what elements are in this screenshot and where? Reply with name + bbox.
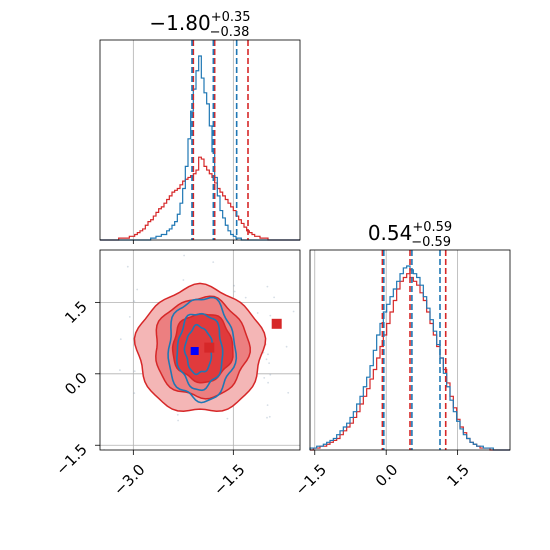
title-param1: −1.80+0.35 −0.38 [149, 10, 250, 40]
sample-point [119, 369, 121, 371]
sample-point [273, 296, 275, 299]
hist-param1-blue [100, 55, 300, 241]
sample-point [128, 316, 131, 318]
sample-point [126, 265, 129, 268]
x2-tick-label: 0.0 [372, 461, 402, 491]
sample-point [136, 288, 139, 291]
joint-frame [99, 249, 301, 451]
sample-point [263, 377, 266, 379]
sample-point [244, 296, 247, 299]
sample-point [176, 413, 179, 416]
x2-tick-label: 1.5 [443, 461, 473, 491]
title-lower: −0.38 [210, 25, 250, 40]
sample-point [292, 310, 295, 313]
title-median: −1.80 [149, 11, 210, 35]
sample-point [268, 362, 270, 364]
sample-point [177, 419, 180, 422]
sample-point [266, 285, 269, 288]
sample-point [119, 338, 122, 341]
sample-point [345, 338, 347, 340]
hist-param2-panel: 0.54+0.59 −0.59 [309, 220, 511, 451]
sample-point [266, 416, 268, 419]
hist-param2-blue [309, 265, 510, 451]
joint-panel [99, 249, 347, 451]
sample-point [265, 358, 268, 361]
marker-red [271, 318, 282, 329]
sample-point [133, 370, 136, 373]
sample-point [183, 254, 186, 257]
sample-point [233, 290, 236, 293]
contour-blue [167, 296, 238, 404]
marker-red [204, 342, 215, 353]
sample-point [256, 312, 259, 314]
x2-tick-label: −1.5 [292, 461, 330, 499]
sample-point [133, 392, 136, 394]
title-upper: +0.59 [412, 220, 452, 235]
sample-point [269, 314, 272, 317]
sample-point [267, 353, 269, 356]
hist-param1-red [100, 156, 300, 241]
sample-point [287, 391, 290, 394]
contour-blue [183, 323, 213, 376]
y-tick-label: −1.5 [52, 440, 90, 478]
sample-point [233, 284, 236, 287]
hist-param2-frame [309, 249, 511, 451]
title-upper: +0.35 [211, 10, 251, 25]
title-lower: −0.59 [411, 235, 451, 250]
x-tick-label: −1.5 [210, 461, 248, 499]
x-tick-label: −3.0 [110, 461, 148, 499]
sample-point [285, 345, 288, 348]
sample-point [269, 373, 272, 376]
sample-point [267, 381, 269, 384]
sample-point [212, 261, 215, 263]
title-median: 0.54 [368, 221, 413, 245]
sample-point [268, 415, 271, 418]
y-tick-label: 0.0 [61, 369, 91, 399]
marker-blue [190, 347, 199, 355]
y-tick-label: 1.5 [61, 297, 91, 327]
sample-point [226, 417, 229, 420]
title-param2: 0.54+0.59 −0.59 [368, 220, 452, 250]
hist-param1-frame [99, 39, 301, 241]
sample-point [182, 279, 185, 281]
hist-param1-panel: −1.80+0.35 −0.38 [99, 10, 301, 241]
contour-blue [176, 312, 224, 392]
sample-point [133, 300, 136, 303]
sample-point [266, 404, 269, 406]
